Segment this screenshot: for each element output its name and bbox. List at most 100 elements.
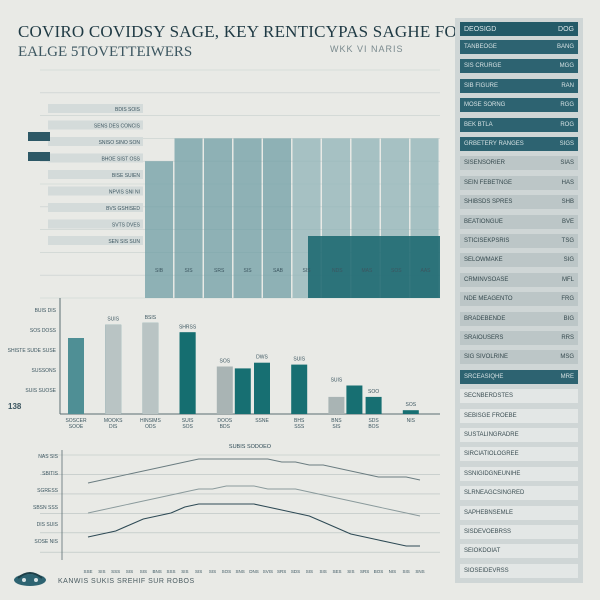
bottom-chart-series-line — [87, 485, 421, 517]
right-panel-row-value: MFL — [562, 276, 574, 283]
bottom-chart-tick-label: SIS — [126, 569, 133, 574]
right-panel-row-label: TANBEOGE — [464, 44, 497, 50]
right-panel-row-value: BANG — [556, 44, 574, 50]
right-panel-row: SIS CRURGE MGG — [460, 59, 578, 74]
right-panel-row: SEIOKDOIAT — [460, 544, 578, 559]
mid-chart-tick-label: SIS — [332, 424, 341, 430]
mid-chart-bar — [291, 364, 308, 414]
mid-chart-data-label: SUIS — [107, 317, 119, 323]
right-panel-row: SIRCIATIOLOGREE — [460, 447, 578, 462]
right-panel-row: SAPHEBNSEMLE — [460, 505, 578, 520]
right-panel-row: SIOSEIDEVRSS — [460, 563, 578, 578]
top-chart-legend-bg — [48, 104, 143, 113]
bottom-chart-tick-label: SRS — [360, 569, 369, 574]
top-chart-legend-bg — [48, 219, 143, 229]
right-panel-row-label: SIB FIGURE — [464, 82, 499, 89]
right-panel-row-label: SEBISGE FROEBE — [464, 412, 517, 419]
top-chart-legend-label: BISE SUIEN — [112, 173, 140, 179]
right-panel-row: SHIBSDS SPRES SHB — [460, 195, 578, 210]
mid-chart-bar — [179, 332, 196, 414]
mid-chart-tick-label: ODS — [145, 424, 157, 430]
top-chart-legend-bg — [48, 153, 143, 163]
top-chart-legend-label: SENS DES CONCIS — [94, 124, 141, 130]
right-panel-row: SRAIOUSERS RRS — [460, 331, 578, 345]
mid-chart-data-label: BSIS — [145, 315, 157, 321]
right-panel-row-value: SIGS — [559, 141, 574, 147]
right-panel-row: SIB FIGURE RAN — [460, 78, 578, 93]
top-chart-bar — [145, 161, 174, 298]
top-chart-legend-label: BHOE SIST OSS — [101, 157, 140, 163]
right-panel-row: BRADEBENDE BIG — [460, 311, 578, 326]
top-chart-legend-bg — [48, 236, 143, 245]
bottom-chart-tick-label: SIS — [403, 569, 410, 574]
right-panel-row-label: SELOWMAKE — [464, 257, 503, 264]
right-panel-row-label: SEIOKDOIAT — [464, 548, 501, 555]
right-panel-row-label: CRMINVSOASE — [464, 276, 509, 283]
top-chart-tick-label: SOS — [391, 268, 402, 274]
mid-chart-tick-label: SSNE — [255, 418, 269, 424]
right-panel-row-value: RAN — [561, 82, 574, 89]
right-panel-row-value: FRG — [561, 296, 574, 303]
bottom-chart-tick-label: SSE — [83, 569, 92, 574]
bottom-chart-tick-label: SIS — [306, 569, 313, 574]
mid-chart-data-label: SOS — [220, 359, 231, 365]
right-panel-row-value: HAS — [561, 179, 574, 186]
top-chart-legend-label: SNISO SINO SON — [99, 140, 141, 146]
top-chart-tick-label: SIS — [185, 268, 194, 274]
right-panel-row-label: SISENSORIER — [464, 160, 506, 167]
right-panel-row-label: STICISEKPSRIS — [464, 238, 510, 244]
bottom-chart-tick-label: NIS — [389, 569, 397, 574]
top-chart-legend-label: BDIS SOIS — [115, 107, 141, 113]
top-chart-tick-label: AAS — [421, 268, 432, 274]
right-panel-header-right: DOG — [558, 25, 574, 33]
mid-chart-bar — [68, 338, 84, 414]
bottom-chart-tick-label: SIS — [195, 569, 202, 574]
right-panel-row-label: SEIN FEBETNGE — [464, 179, 513, 186]
right-panel-row-label: SRCEASIQHE — [464, 373, 504, 380]
mid-chart-bar — [402, 410, 419, 414]
subtitle-right: WKK VI NARIS — [330, 44, 404, 54]
bottom-chart-tick-label: SIS — [347, 569, 354, 574]
top-chart-tick-label: SIS — [244, 268, 253, 274]
page-title: COVIRO COVIDSY SAGE, KEY RENTICYPAS SAGH… — [18, 22, 474, 41]
top-chart-tick-label: SAB — [273, 268, 284, 274]
mid-chart-tick-label: SOOE — [69, 424, 84, 430]
side-number: 138 — [8, 402, 22, 411]
legend-tag-1 — [28, 132, 50, 141]
right-panel-row: SISENSORIER SIAS — [460, 156, 578, 171]
right-panel-row: SLRNEAGCSINGRED — [460, 486, 578, 501]
top-chart-tick-label: MAS — [362, 268, 374, 274]
bottom-chart-tick-label: SRS — [277, 569, 286, 574]
right-panel-row-value: BIG — [563, 315, 574, 322]
bottom-chart-tick-label: SSS — [166, 569, 175, 574]
mid-chart-tick-label: DOOS — [217, 418, 232, 424]
mid-chart-data-label: SUIS — [293, 357, 305, 363]
right-panel-row-label: GRBETERY RANGES — [464, 141, 524, 147]
mid-chart-tick-label: BNS — [331, 418, 342, 424]
mid-chart-tick-label: BHS — [294, 418, 305, 424]
top-chart-bar — [233, 138, 262, 298]
right-panel-row: NDE MEAGENTO FRG — [460, 292, 578, 307]
mid-chart-bar — [234, 368, 251, 414]
top-chart-legend-bg — [48, 137, 143, 146]
right-panel-row-label: MOSE SORNG — [464, 102, 506, 109]
bottom-chart-tick-label: SIS — [98, 569, 105, 574]
mid-chart-tick-label: HINSIMS — [140, 418, 162, 424]
bottom-chart-tick-label: SES — [332, 569, 341, 574]
bottom-chart-tick-label: SNS — [236, 569, 245, 574]
mid-chart-tick-label: SSS — [294, 424, 305, 430]
mid-chart-tick-label: SUIS — [182, 418, 194, 424]
top-chart-tick-label: SIS — [303, 268, 312, 274]
right-panel-row-label: SIG SIVOLRINE — [464, 354, 509, 361]
page-subtitle: EALGE 5TOVETTEIWERS — [18, 44, 193, 60]
bottom-chart-tick-label: SSS — [111, 569, 120, 574]
mid-chart-tick-label: BDS — [220, 424, 231, 430]
right-panel-row: SUSTALINGRADRE — [460, 428, 578, 442]
right-panel-row-value: RRS — [561, 335, 574, 341]
bottom-chart-left-label: SBITIS — [42, 471, 59, 477]
bottom-chart-tick-label: SNS — [415, 569, 424, 574]
right-panel-row-value: RGG — [560, 102, 574, 109]
right-panel-row: SECNBERDSTES — [460, 389, 578, 404]
mid-chart-data-label: DWS — [256, 355, 268, 361]
right-panel-row-value: SIAS — [560, 160, 574, 167]
